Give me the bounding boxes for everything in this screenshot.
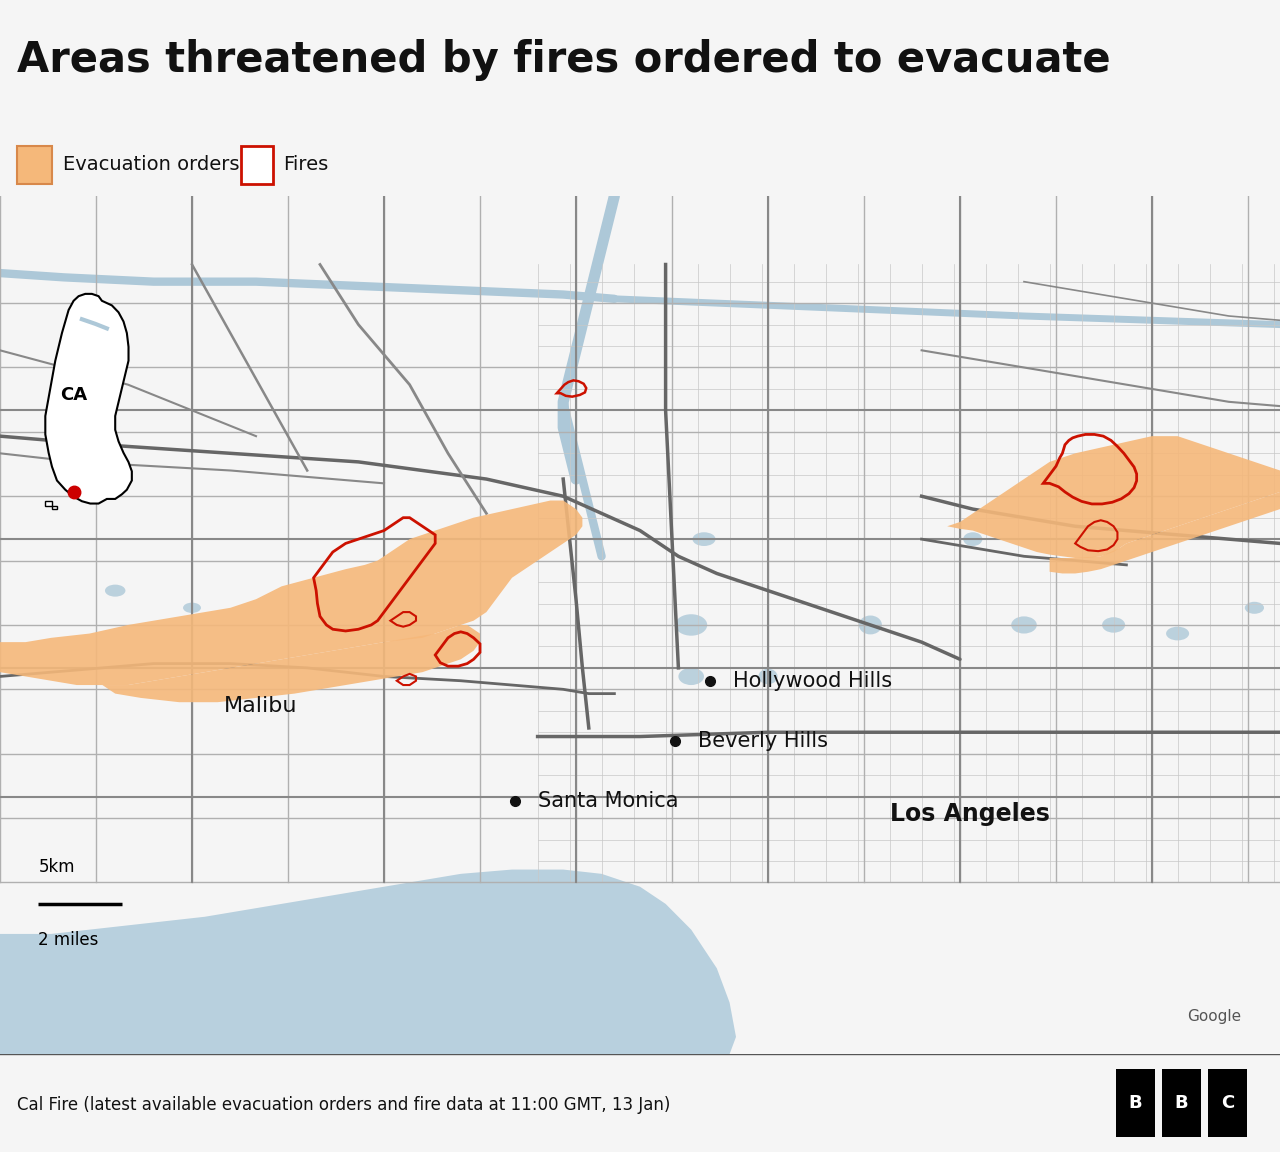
- FancyBboxPatch shape: [17, 146, 52, 184]
- FancyBboxPatch shape: [241, 146, 273, 184]
- Polygon shape: [0, 500, 582, 685]
- Ellipse shape: [1166, 627, 1189, 641]
- Text: C: C: [1221, 1094, 1234, 1112]
- Text: Los Angeles: Los Angeles: [890, 802, 1050, 826]
- Ellipse shape: [758, 668, 778, 684]
- Ellipse shape: [676, 614, 708, 636]
- Polygon shape: [102, 624, 480, 703]
- Text: Fires: Fires: [283, 154, 328, 174]
- Ellipse shape: [692, 532, 716, 546]
- Polygon shape: [947, 437, 1280, 558]
- Ellipse shape: [963, 532, 983, 546]
- FancyBboxPatch shape: [1162, 1069, 1201, 1137]
- Ellipse shape: [1102, 617, 1125, 632]
- Polygon shape: [1050, 492, 1280, 574]
- Polygon shape: [45, 501, 52, 506]
- Ellipse shape: [183, 602, 201, 613]
- Text: Areas threatened by fires ordered to evacuate: Areas threatened by fires ordered to eva…: [17, 39, 1110, 81]
- Text: Malibu: Malibu: [224, 697, 297, 717]
- Ellipse shape: [1011, 616, 1037, 634]
- Ellipse shape: [105, 584, 125, 597]
- Ellipse shape: [859, 615, 882, 635]
- Text: CA: CA: [60, 386, 87, 404]
- Ellipse shape: [678, 668, 704, 685]
- Polygon shape: [45, 294, 132, 503]
- Polygon shape: [52, 506, 58, 509]
- Text: Cal Fire (latest available evacuation orders and fire data at 11:00 GMT, 13 Jan): Cal Fire (latest available evacuation or…: [17, 1096, 669, 1114]
- Text: Hollywood Hills: Hollywood Hills: [733, 670, 892, 691]
- Text: Beverly Hills: Beverly Hills: [698, 730, 828, 751]
- Text: B: B: [1129, 1094, 1142, 1112]
- FancyBboxPatch shape: [1116, 1069, 1155, 1137]
- Ellipse shape: [1245, 601, 1265, 614]
- Polygon shape: [0, 870, 736, 1054]
- FancyBboxPatch shape: [1208, 1069, 1247, 1137]
- Text: 5km: 5km: [38, 858, 76, 877]
- Text: Santa Monica: Santa Monica: [538, 791, 678, 811]
- Text: Evacuation orders: Evacuation orders: [63, 154, 239, 174]
- Text: 2 miles: 2 miles: [38, 931, 99, 949]
- Text: Google: Google: [1188, 1009, 1242, 1024]
- Text: B: B: [1175, 1094, 1188, 1112]
